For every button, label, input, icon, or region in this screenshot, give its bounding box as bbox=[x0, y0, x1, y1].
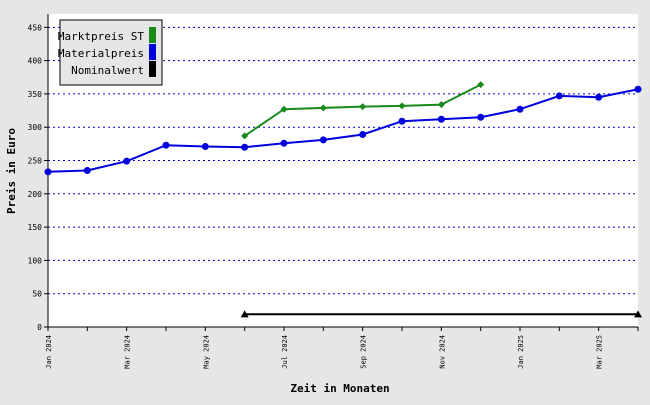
y-tick-labels: 0 50 100 150 200 250 300 350 400 450 bbox=[28, 23, 43, 332]
data-point bbox=[123, 157, 131, 165]
data-point bbox=[634, 85, 642, 93]
data-point bbox=[555, 92, 563, 100]
data-point bbox=[280, 105, 288, 113]
data-point bbox=[240, 310, 249, 318]
data-point bbox=[162, 141, 170, 149]
legend-swatch-marktpreis bbox=[149, 27, 156, 43]
x-tick-label: Mar 2024 bbox=[124, 335, 132, 369]
data-point bbox=[437, 101, 445, 109]
data-point bbox=[634, 310, 642, 318]
legend-swatch-nominalwert bbox=[149, 61, 156, 77]
x-tick-label: Sep 2024 bbox=[360, 335, 368, 369]
data-point bbox=[83, 167, 91, 174]
y-tick-label: 450 bbox=[28, 23, 43, 32]
y-tick-label: 350 bbox=[28, 90, 43, 99]
y-tick-label: 250 bbox=[28, 157, 43, 166]
y-tick-label: 200 bbox=[28, 190, 43, 199]
data-point bbox=[437, 115, 445, 123]
data-point bbox=[319, 104, 327, 112]
data-point bbox=[477, 113, 485, 121]
data-point bbox=[398, 102, 406, 110]
y-tick-label: 400 bbox=[28, 57, 43, 66]
data-point bbox=[359, 103, 367, 111]
x-tick-label: Jul 2024 bbox=[281, 335, 289, 369]
series-line bbox=[47, 88, 639, 173]
data-point bbox=[359, 131, 367, 139]
data-point bbox=[241, 143, 249, 151]
y-tick-label: 0 bbox=[37, 323, 42, 332]
legend-label-materialpreis: Materialpreis bbox=[58, 47, 144, 60]
data-point bbox=[241, 132, 249, 140]
data-point bbox=[398, 117, 406, 125]
series bbox=[44, 81, 642, 318]
x-tick-label: May 2024 bbox=[202, 335, 210, 369]
legend: Marktpreis ST Materialpreis Nominalwert bbox=[58, 19, 163, 86]
x-tick-label: Mar 2025 bbox=[596, 335, 604, 369]
legend-swatch-materialpreis bbox=[149, 44, 156, 60]
data-point bbox=[477, 81, 485, 89]
y-axis-title: Preis in Euro bbox=[5, 128, 18, 214]
data-point bbox=[44, 168, 52, 176]
grid-lines bbox=[44, 26, 639, 331]
data-point bbox=[516, 105, 524, 113]
x-tick-label: Nov 2024 bbox=[438, 335, 446, 369]
y-tick-label: 100 bbox=[28, 256, 43, 265]
data-point bbox=[319, 136, 327, 144]
data-point bbox=[201, 143, 209, 151]
y-tick-label: 150 bbox=[28, 223, 43, 232]
legend-box bbox=[59, 19, 163, 86]
x-tick-label: Jan 2024 bbox=[45, 335, 53, 369]
x-axis-title: Zeit in Monaten bbox=[290, 382, 389, 395]
data-point bbox=[280, 139, 288, 147]
legend-label-marktpreis: Marktpreis ST bbox=[58, 30, 144, 43]
x-tick-label: Jan 2025 bbox=[517, 335, 525, 369]
y-tick-label: 300 bbox=[28, 123, 43, 132]
data-point bbox=[595, 93, 603, 101]
legend-label-nominalwert: Nominalwert bbox=[71, 64, 144, 77]
y-tick-label: 50 bbox=[32, 290, 42, 299]
x-tick-labels: Jan 2024 Mar 2024 May 2024 Jul 2024 Sep 2024… bbox=[45, 335, 604, 369]
